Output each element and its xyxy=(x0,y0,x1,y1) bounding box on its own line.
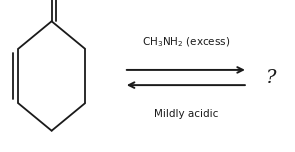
Text: Mildly acidic: Mildly acidic xyxy=(154,109,218,119)
Text: ?: ? xyxy=(266,69,277,86)
Text: CH$_3$NH$_2$ (excess): CH$_3$NH$_2$ (excess) xyxy=(142,36,230,49)
